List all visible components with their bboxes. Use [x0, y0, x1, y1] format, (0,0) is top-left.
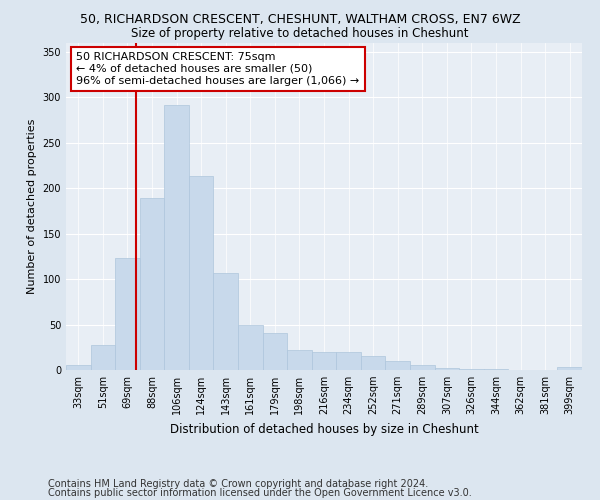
Bar: [484, 369, 508, 370]
Bar: [385, 361, 410, 370]
Bar: [459, 369, 484, 370]
Text: Contains HM Land Registry data © Crown copyright and database right 2024.: Contains HM Land Registry data © Crown c…: [48, 479, 428, 489]
Bar: [410, 366, 434, 370]
Text: Contains public sector information licensed under the Open Government Licence v3: Contains public sector information licen…: [48, 488, 472, 498]
Bar: [189, 176, 214, 370]
Bar: [91, 344, 115, 370]
Bar: [238, 324, 263, 370]
Bar: [164, 106, 189, 370]
Bar: [361, 356, 385, 370]
Bar: [287, 350, 312, 370]
Bar: [434, 368, 459, 370]
Bar: [336, 352, 361, 370]
Y-axis label: Number of detached properties: Number of detached properties: [27, 118, 37, 294]
Bar: [557, 368, 582, 370]
Bar: [263, 332, 287, 370]
Text: 50, RICHARDSON CRESCENT, CHESHUNT, WALTHAM CROSS, EN7 6WZ: 50, RICHARDSON CRESCENT, CHESHUNT, WALTH…: [80, 12, 520, 26]
Bar: [140, 198, 164, 370]
X-axis label: Distribution of detached houses by size in Cheshunt: Distribution of detached houses by size …: [170, 422, 478, 436]
Bar: [66, 366, 91, 370]
Text: 50 RICHARDSON CRESCENT: 75sqm
← 4% of detached houses are smaller (50)
96% of se: 50 RICHARDSON CRESCENT: 75sqm ← 4% of de…: [76, 52, 359, 86]
Bar: [312, 352, 336, 370]
Text: Size of property relative to detached houses in Cheshunt: Size of property relative to detached ho…: [131, 28, 469, 40]
Bar: [115, 258, 140, 370]
Bar: [214, 272, 238, 370]
